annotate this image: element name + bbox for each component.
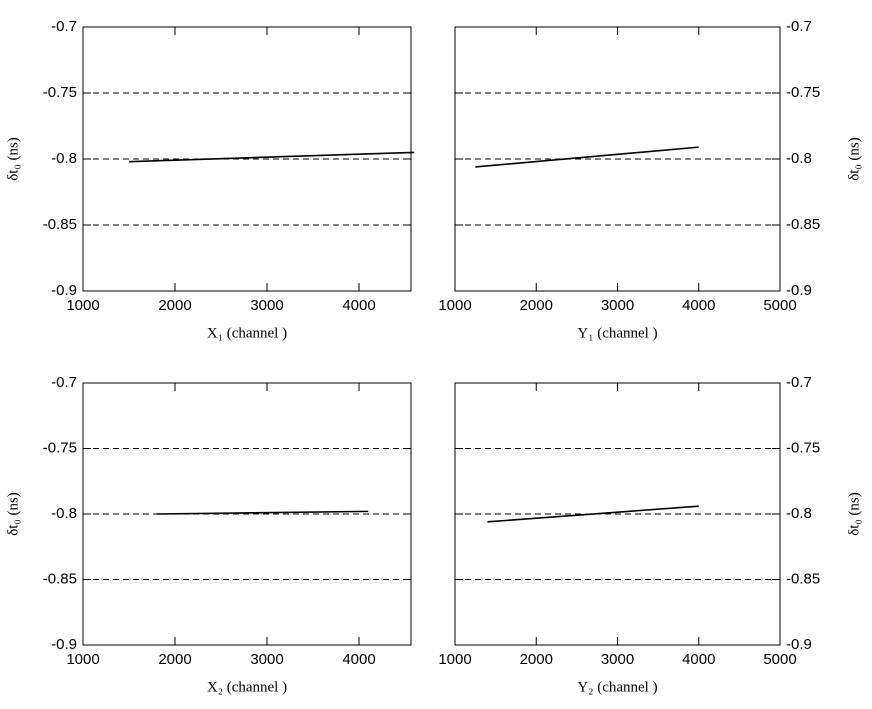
x-axis-label: X₂ (channel )	[207, 679, 287, 695]
x-tick-label: 4000	[342, 297, 375, 314]
x-tick-label: 4000	[682, 651, 715, 668]
y-tick-label: -0.9	[786, 282, 812, 299]
y-tick-label: -0.75	[43, 439, 77, 456]
x-tick-label: 3000	[601, 297, 634, 314]
data-line	[128, 151, 415, 163]
x-tick-label: 3000	[601, 651, 634, 668]
x-tick-label: 4000	[342, 651, 375, 668]
y-tick-label: -0.9	[51, 636, 77, 653]
x-tick-label: 2000	[520, 651, 553, 668]
x-axis-label: X₁ (channel )	[207, 325, 287, 341]
y-tick-label: -0.8	[786, 150, 812, 167]
x-tick-label: 1000	[66, 297, 99, 314]
y-tick-label: -0.8	[786, 505, 812, 522]
y-tick-label: -0.8	[51, 150, 77, 167]
x-tick-label: 2000	[158, 297, 191, 314]
data-line	[487, 505, 699, 523]
x-tick-label: 3000	[250, 651, 283, 668]
y-tick-label: -0.9	[51, 282, 77, 299]
x-tick-label: 4000	[682, 297, 715, 314]
y-tick-label: -0.75	[43, 84, 77, 101]
y-axis-label: δt₀ (ns)	[5, 137, 21, 181]
y-tick-label: -0.9	[786, 636, 812, 653]
y-tick-label: -0.75	[786, 84, 820, 101]
x-tick-label: 1000	[438, 651, 471, 668]
y-tick-label: -0.75	[786, 439, 820, 456]
x-tick-label: 2000	[158, 651, 191, 668]
x-tick-label: 2000	[520, 297, 553, 314]
y-axis-label: δt₀ (ns)	[846, 492, 862, 536]
y-axis-label: δt₀ (ns)	[5, 492, 21, 536]
y-tick-label: -0.85	[786, 570, 820, 587]
y-tick-label: -0.7	[786, 374, 812, 391]
data-line	[475, 146, 699, 168]
y-tick-label: -0.85	[43, 570, 77, 587]
x-axis-label: Y₂ (channel )	[577, 679, 657, 695]
y-tick-label: -0.7	[786, 18, 812, 35]
x-tick-label: 5000	[763, 651, 796, 668]
y-axis-label: δt₀ (ns)	[846, 137, 862, 181]
x-tick-label: 1000	[438, 297, 471, 314]
y-tick-label: -0.85	[786, 216, 820, 233]
x-tick-label: 1000	[66, 651, 99, 668]
x-tick-label: 5000	[763, 297, 796, 314]
y-tick-label: -0.85	[43, 216, 77, 233]
y-tick-label: -0.7	[51, 374, 77, 391]
data-line	[156, 510, 369, 515]
y-tick-label: -0.8	[51, 505, 77, 522]
y-tick-label: -0.7	[51, 18, 77, 35]
x-tick-label: 3000	[250, 297, 283, 314]
x-axis-label: Y₁ (channel )	[577, 325, 657, 341]
